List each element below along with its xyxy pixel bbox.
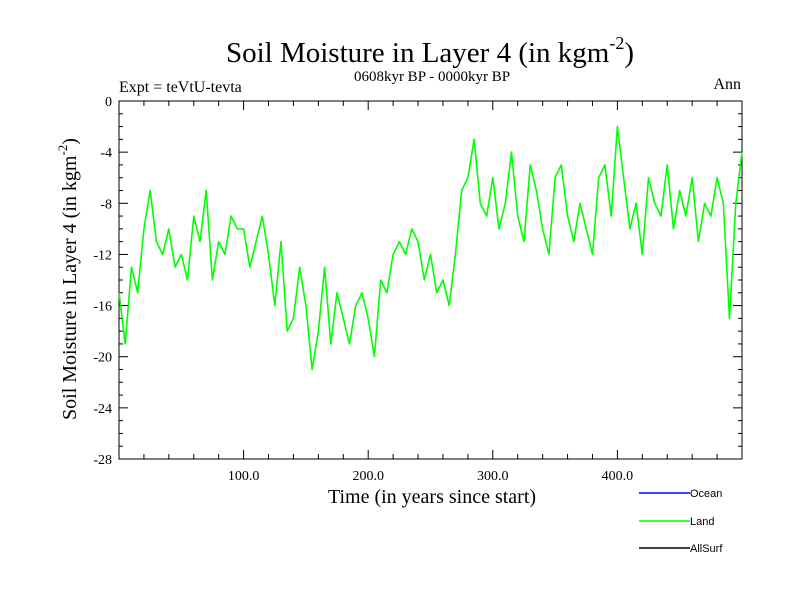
x-axis-label: Time (in years since start) [328,486,536,508]
x-tick-label: 100.0 [228,469,260,484]
y-axis-label: Soil Moisture in Layer 4 (in kgm-2) [55,138,81,420]
y-tick-label: -20 [93,351,112,366]
y-tick-label: 0 [105,95,112,110]
x-tick-label: 300.0 [477,469,509,484]
legend-label-allsurf: AllSurf [690,543,723,555]
y-tick-label: -24 [93,402,112,417]
chart-title-main: Soil Moisture in Layer 4 (in kgm [226,37,610,69]
y-tick-label: -28 [93,453,112,468]
series-layer [118,125,743,371]
y-axis-label-main: Soil Moisture in Layer 4 (in kgm [59,155,81,420]
chart-title: Soil Moisture in Layer 4 (in kgm-2) [226,33,634,69]
y-tick-label: -8 [100,197,112,212]
x-tick-label: 200.0 [352,469,384,484]
series-line-land [118,125,743,371]
chart-subtitle: 0608kyr BP - 0000kyr BP [354,69,510,85]
x-tick-label: 400.0 [602,469,634,484]
expt-label: Expt = teVtU-tevta [119,79,242,96]
y-axis-label-close: ) [59,138,81,145]
y-tick-label: -12 [93,248,112,263]
legend-label-land: Land [690,516,714,528]
legend-label-ocean: Ocean [690,488,722,500]
y-axis-label-sup: -2 [55,145,70,156]
legend: Ocean Land AllSurf [639,488,723,555]
chart-title-sup: -2 [609,33,624,53]
y-tick-label: -16 [93,300,112,315]
chart-title-close: ) [624,37,634,69]
season-label: Ann [713,76,741,93]
ticks-layer: 0 -4 -8 -12 -16 -20 -24 -28 100.0 200.0 300.0 400.0 [93,95,742,484]
y-tick-label: -4 [100,146,112,161]
